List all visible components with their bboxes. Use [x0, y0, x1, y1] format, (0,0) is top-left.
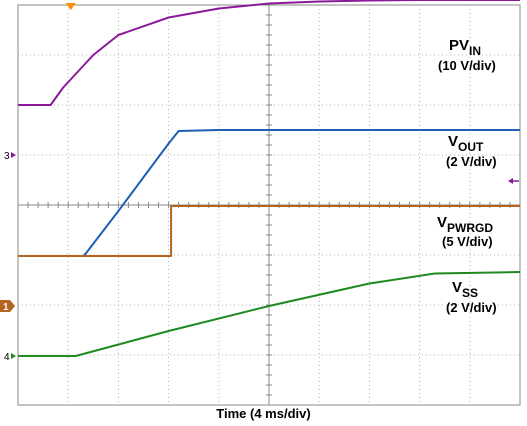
label-v-ss: VSS(2 V/div): [446, 279, 497, 315]
channel-number: 3: [4, 151, 10, 162]
series-scale: (10 V/div): [438, 58, 496, 73]
channel-number: 1: [3, 302, 9, 313]
series-name-sub: OUT: [458, 140, 484, 154]
series-name-main: V: [448, 133, 458, 150]
trace-labels: PVIN(10 V/div)VOUT(2 V/div)VPWRGD(5 V/di…: [437, 37, 497, 315]
traces: [18, 0, 521, 357]
series-name-main: V: [452, 279, 462, 296]
label-v-out: VOUT(2 V/div): [446, 133, 497, 169]
label-v-pwrgd: VPWRGD(5 V/div): [437, 214, 493, 249]
x-axis-label: Time (4 ms/div): [216, 406, 311, 421]
series-name-sub: SS: [462, 286, 478, 300]
trigger-marker: [65, 3, 76, 10]
series-name: VPWRGD: [437, 214, 493, 235]
channel-flag: [0, 300, 15, 312]
ref-arrow-v-out: [508, 178, 519, 184]
series-scale: (2 V/div): [446, 300, 497, 315]
series-scale: (5 V/div): [442, 234, 493, 249]
series-scale: (2 V/div): [446, 154, 497, 169]
channel-arrow: [11, 152, 16, 158]
trace-pv-in: [18, 0, 520, 106]
series-name: VSS: [452, 279, 478, 300]
channel-marker-4: 4: [4, 352, 16, 363]
channel-markers: 3 1 4: [0, 151, 519, 363]
series-name-sub: PWRGD: [447, 221, 493, 235]
channel-marker-3: 3: [4, 151, 16, 162]
series-name-sub: IN: [469, 44, 481, 58]
label-pv-in: PVIN(10 V/div): [438, 37, 496, 73]
channel-number: 4: [4, 352, 10, 363]
series-name-main: PV: [449, 37, 469, 54]
trace-v-pwrgd: [18, 205, 520, 257]
series-name: VOUT: [448, 133, 484, 154]
ref-arrow-head: [508, 178, 513, 184]
trace-v-ss: [18, 271, 521, 357]
channel-arrow: [11, 353, 16, 359]
channel-marker-1: 1: [0, 300, 15, 313]
series-name-main: V: [437, 214, 447, 231]
series-name: PVIN: [449, 37, 481, 58]
